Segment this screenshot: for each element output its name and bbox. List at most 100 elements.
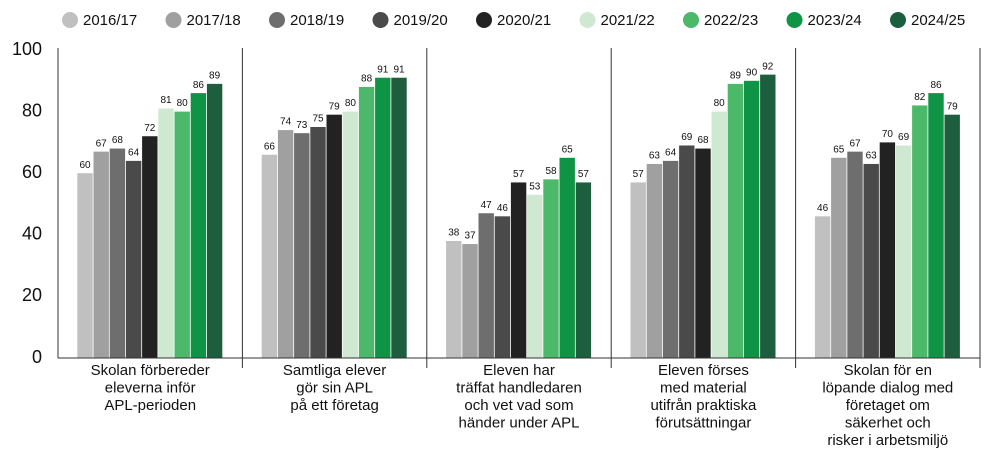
value-label: 79 — [947, 101, 959, 112]
value-label: 46 — [497, 203, 509, 214]
value-label: 46 — [817, 203, 829, 214]
value-label: 69 — [681, 132, 693, 143]
bar — [760, 74, 776, 358]
value-label: 63 — [866, 151, 878, 162]
bar — [679, 145, 695, 358]
x-tick-label: Eleven förses — [658, 362, 749, 379]
value-label: 70 — [882, 129, 894, 140]
legend-swatch — [165, 12, 182, 28]
legend-swatch — [62, 12, 78, 28]
legend-label: 2016/17 — [83, 12, 137, 29]
x-tick-label: risker i arbetsmiljö — [827, 432, 948, 449]
value-label: 89 — [730, 71, 742, 82]
value-label: 47 — [481, 200, 493, 211]
y-tick-label: 20 — [22, 285, 42, 305]
legend-label: 2021/22 — [601, 12, 655, 29]
bar — [158, 108, 174, 359]
legend-swatch — [269, 12, 285, 28]
value-label: 75 — [312, 114, 324, 125]
value-label: 68 — [697, 135, 709, 146]
x-tick-label: på ett företag — [290, 397, 378, 414]
legend-swatch — [476, 12, 492, 28]
x-tick-label: med material — [660, 379, 747, 396]
value-label: 74 — [280, 117, 292, 128]
value-label: 65 — [562, 144, 574, 155]
bar — [912, 105, 928, 358]
bar — [510, 182, 527, 358]
value-label: 79 — [329, 101, 341, 112]
bar — [375, 77, 391, 358]
bar — [630, 182, 646, 358]
value-label: 37 — [464, 231, 476, 242]
value-label: 90 — [746, 67, 758, 78]
value-label: 57 — [513, 169, 525, 180]
value-label: 69 — [898, 132, 910, 143]
bar — [391, 77, 407, 358]
bar — [342, 111, 359, 358]
bar — [575, 182, 592, 358]
value-label: 65 — [833, 144, 845, 155]
bar — [944, 114, 960, 359]
value-label: 67 — [96, 138, 108, 149]
bar — [478, 213, 494, 358]
bar — [277, 130, 294, 358]
bar — [109, 148, 126, 358]
value-label: 82 — [914, 92, 926, 103]
bar — [743, 80, 760, 359]
legend-label: 2018/19 — [290, 12, 344, 29]
y-tick-label: 80 — [22, 100, 42, 120]
bar — [695, 148, 711, 358]
value-label: 68 — [112, 135, 124, 146]
value-label: 91 — [377, 64, 389, 75]
value-label: 60 — [79, 160, 91, 171]
value-label: 64 — [128, 148, 140, 159]
bar — [662, 160, 679, 358]
x-tick-label: löpande dialog med — [822, 379, 953, 396]
legend-label: 2022/23 — [704, 12, 758, 29]
bar — [814, 216, 831, 358]
bar — [494, 216, 511, 358]
x-tick-label: Skolan för en — [844, 362, 932, 379]
bar — [831, 157, 847, 358]
value-label: 92 — [762, 61, 774, 72]
bar — [77, 173, 93, 358]
bar — [310, 127, 326, 358]
x-tick-label: händer under APL — [459, 414, 580, 431]
bar — [863, 163, 879, 358]
x-tick-label: Skolan förbereder — [91, 362, 210, 379]
bar — [174, 111, 190, 358]
legend-swatch — [579, 12, 596, 28]
x-tick-label: och vet vad som — [464, 397, 573, 414]
x-tick-label: eleverna inför — [105, 379, 196, 396]
x-tick-label: företaget om — [846, 397, 930, 414]
value-label: 57 — [633, 169, 645, 180]
bar — [446, 240, 462, 358]
x-tick-label: Samtliga elever — [283, 362, 386, 379]
x-tick-label: förutsättningar — [655, 414, 751, 431]
legend-label: 2019/20 — [394, 12, 448, 29]
legend-label: 2023/24 — [808, 12, 862, 29]
bar — [142, 136, 158, 358]
y-tick-label: 40 — [22, 224, 42, 244]
bar — [358, 86, 375, 359]
legend-swatch — [786, 12, 803, 28]
bar — [928, 93, 944, 359]
bar — [93, 151, 109, 358]
bar — [727, 83, 744, 358]
value-label: 80 — [714, 98, 726, 109]
bar — [711, 111, 727, 358]
bar — [294, 133, 310, 358]
x-tick-label: APL-perioden — [104, 397, 196, 414]
bar — [125, 160, 142, 358]
value-label: 80 — [345, 98, 357, 109]
value-label: 86 — [930, 80, 942, 91]
value-label: 53 — [529, 181, 541, 192]
legend-swatch — [683, 12, 699, 28]
value-label: 64 — [665, 148, 677, 159]
legend-swatch — [890, 12, 906, 28]
x-tick-label: träffat handledaren — [456, 379, 582, 396]
bar — [261, 154, 278, 358]
x-tick-label: gör sin APL — [296, 379, 373, 396]
value-label: 81 — [160, 95, 172, 106]
